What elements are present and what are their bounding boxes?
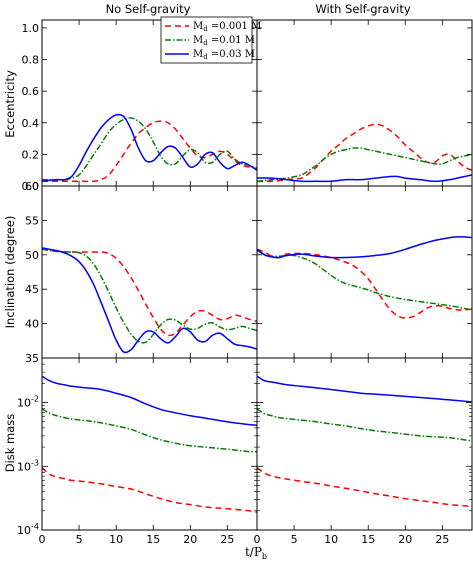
y-tick-label-exp: -4 [31,522,39,531]
x-tick-label: 20 [183,533,197,546]
legend-label-2-sub: d [203,53,208,61]
legend-label-1-main: M [193,35,203,46]
panel-frame [41,357,258,531]
panel-frame [256,19,473,187]
y-tick-label: 1.0 [22,22,40,35]
y-tick-label: 55 [25,214,39,227]
legend-entry-0: Md =0.001 M [165,21,261,33]
series-line-0 [257,123,472,183]
y-tick-label: 10-3 [17,458,39,473]
x-tick-label: 0 [254,533,261,546]
y-tick-label: 35 [25,352,39,365]
series-line-2 [42,247,257,354]
y-tick-label-base: 10 [17,524,31,537]
x-tick-label: 10 [324,533,338,546]
column-title-with-self-gravity: With Self-gravity [315,2,410,16]
x-axis-label-sub: b [262,552,267,561]
y-tick-label-base: 10 [17,397,31,410]
y-tick-label-exp: -3 [31,458,39,467]
y-tick-label: 0.2 [22,148,40,161]
series-line-1 [257,147,472,183]
y-tick-label: 50 [25,249,39,262]
series-line-0 [42,120,257,183]
y-tick-label: 10-4 [17,522,39,537]
panel-frame [256,357,473,531]
x-tick-label: 15 [146,533,160,546]
panel-inclination-no-self-gravity: 35 40 45 50 55 60 [25,180,258,365]
series-line-1 [257,249,472,311]
legend-label-0-sub: d [203,25,208,33]
series-line-0 [42,467,257,513]
series-line-0 [257,467,472,508]
series-line-2 [257,375,472,403]
x-axis-label-main: t/P [245,545,262,559]
y-tick-label: 60 [25,180,39,193]
x-tick-label: 5 [291,533,298,546]
x-tick-label: 0 [39,533,46,546]
legend-entry-1: Md =0.01 M [165,35,255,47]
x-tick-label: 25 [435,533,449,546]
series-line-1 [42,248,257,344]
series-line-2 [42,113,257,183]
legend-label-0: Md =0.001 M [193,21,261,33]
x-axis-label: t/Pb [245,545,267,561]
series-line-1 [257,408,472,442]
y-tick-label-exp: -2 [31,395,39,404]
legend-label-0-rest: =0.001 M [208,21,262,32]
x-tick-label: 5 [76,533,83,546]
legend-label-1-sub: d [203,39,208,47]
legend-label-2-main: M [193,49,203,60]
y-tick-label: 0.6 [22,85,40,98]
legend-label-0-main: M [193,21,203,32]
ylabel-eccentricity: Eccentricity [3,70,17,138]
legend-label-1: Md =0.01 M [193,35,255,47]
series-line-0 [257,248,472,319]
panel-inclination-with-self-gravity [256,185,473,359]
legend-label-1-rest: =0.01 M [208,35,255,46]
y-tick-label: 0.8 [22,54,40,67]
panel-frame [256,185,473,359]
legend-entry-2: Md =0.03 M [165,49,255,61]
legend-label-2-rest: =0.03 M [208,49,255,60]
y-tick-label: 40 [25,318,39,331]
panel-disk-mass-with-self-gravity: 0 5 10 15 20 25 [254,357,473,546]
series-line-2 [257,174,472,183]
ylabel-inclination: Inclination (degree) [3,216,17,329]
y-tick-label-base: 10 [17,460,31,473]
y-tick-label: 0.4 [22,117,40,130]
legend-box [160,16,253,64]
x-tick-label: 20 [398,533,412,546]
panel-frame [41,185,258,359]
x-tick-label: 25 [220,533,234,546]
series-line-0 [42,248,257,337]
series-line-2 [42,375,257,427]
series-line-2 [257,236,472,259]
column-title-no-self-gravity: No Self-gravity [106,2,191,16]
series-line-1 [42,117,257,181]
legend: Md =0.001 M Md =0.01 M Md =0.03 M [160,16,261,64]
panel-eccentricity-with-self-gravity [256,19,473,187]
x-tick-label: 10 [109,533,123,546]
x-tick-label: 15 [361,533,375,546]
y-tick-label: 0.0 [22,180,40,193]
y-tick-label: 45 [25,283,39,296]
y-tick-label: 10-2 [17,395,39,410]
legend-label-2: Md =0.03 M [193,49,255,61]
series-line-1 [42,408,257,453]
ylabel-disk-mass: Disk mass [3,414,17,473]
